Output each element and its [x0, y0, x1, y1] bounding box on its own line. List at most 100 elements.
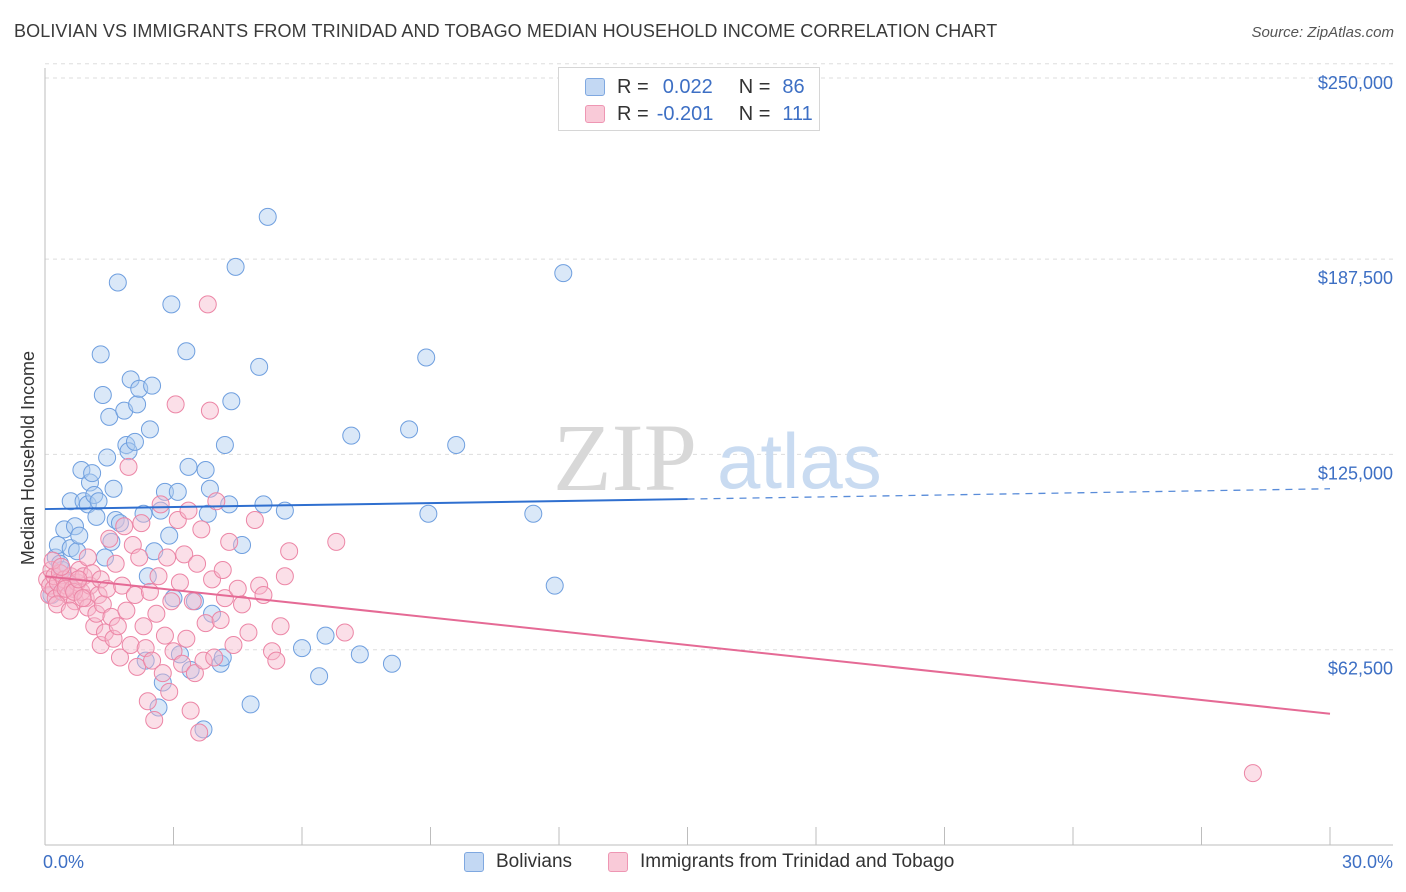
point-bolivians: [241, 695, 260, 714]
points-layer: [38, 207, 1262, 783]
trend-line-bolivians-extrapolated: [687, 488, 1331, 500]
point-trinidad: [185, 664, 204, 683]
legend-r-value: 0.022: [662, 75, 713, 98]
point-bolivians: [400, 420, 419, 439]
point-bolivians: [198, 504, 217, 523]
legend-swatch-blue: [585, 78, 605, 96]
point-trinidad: [170, 573, 189, 592]
point-bolivians: [447, 436, 466, 454]
point-bolivians: [293, 639, 311, 658]
point-bolivians: [70, 526, 89, 545]
point-bolivians: [160, 526, 179, 545]
axis-layer: [44, 68, 1393, 846]
legend-r-value: -0.201: [656, 102, 714, 125]
point-bolivians: [417, 348, 436, 367]
point-trinidad: [147, 604, 166, 623]
point-bolivians: [258, 207, 277, 226]
point-trinidad: [130, 548, 149, 567]
point-trinidad: [280, 542, 299, 561]
point-trinidad: [108, 617, 127, 636]
y-axis-title: Median Household Income: [18, 351, 38, 565]
point-trinidad: [160, 682, 179, 701]
point-bolivians: [138, 567, 157, 586]
point-bolivians: [168, 482, 187, 501]
point-trinidad: [73, 589, 92, 608]
point-bolivians: [143, 376, 162, 395]
point-trinidad: [138, 692, 157, 711]
series-legend-bolivians[interactable]: Bolivians: [464, 851, 572, 873]
point-bolivians: [83, 464, 102, 483]
point-trinidad: [175, 545, 194, 564]
point-bolivians: [72, 461, 91, 479]
point-trinidad: [327, 532, 346, 551]
point-trinidad: [181, 701, 200, 720]
point-bolivians: [140, 420, 159, 439]
point-trinidad: [275, 567, 294, 586]
point-trinidad: [102, 607, 121, 626]
watermark-atlas: atlas: [717, 417, 882, 505]
point-bolivians: [310, 667, 329, 686]
point-trinidad: [205, 648, 224, 667]
legend-row-trinidad: R = -0.201 N = 111: [559, 101, 813, 127]
point-trinidad: [60, 601, 79, 620]
point-trinidad: [151, 495, 170, 514]
point-trinidad: [173, 654, 192, 673]
point-trinidad: [200, 401, 219, 420]
point-bolivians: [419, 504, 438, 523]
point-trinidad: [183, 592, 202, 611]
point-trinidad: [106, 554, 125, 573]
point-trinidad: [132, 514, 151, 533]
y-tick-label: $187,500: [1318, 268, 1393, 288]
x-tick-label-max: 30.0%: [1341, 852, 1393, 872]
trend-layer: [44, 488, 1331, 715]
point-trinidad: [149, 567, 168, 586]
point-trinidad: [263, 642, 282, 661]
legend-n-value: 86: [782, 75, 805, 98]
y-tick-labels: $62,500 $125,000 $187,500 $250,000: [1318, 73, 1393, 679]
point-trinidad: [145, 711, 164, 729]
point-bolivians: [68, 542, 87, 561]
point-bolivians: [89, 492, 108, 511]
point-bolivians: [102, 532, 121, 551]
point-trinidad: [1243, 764, 1262, 783]
point-trinidad: [215, 589, 234, 608]
point-trinidad: [153, 664, 172, 683]
point-trinidad: [121, 636, 140, 654]
series-legend-trinidad[interactable]: Immigrants from Trinidad and Tobago: [608, 851, 954, 873]
point-trinidad: [192, 520, 211, 539]
point-bolivians: [254, 495, 273, 514]
legend-r-label: R =: [617, 102, 649, 125]
point-trinidad: [166, 395, 185, 414]
point-bolivians: [545, 576, 564, 595]
point-trinidad: [179, 501, 198, 520]
point-trinidad: [233, 595, 252, 614]
point-trinidad: [78, 548, 97, 567]
point-trinidad: [164, 642, 183, 661]
point-bolivians: [316, 626, 335, 645]
point-trinidad: [115, 517, 134, 536]
point-trinidad: [194, 651, 213, 670]
point-bolivians: [226, 257, 245, 276]
point-trinidad: [335, 623, 354, 642]
series-legend-label: Bolivians: [496, 851, 573, 872]
point-trinidad: [119, 457, 138, 476]
point-trinidad: [100, 529, 119, 548]
point-trinidad: [224, 636, 243, 654]
point-bolivians: [104, 479, 123, 498]
source-note: Source: ZipAtlas.com: [1251, 24, 1394, 41]
point-bolivians: [382, 654, 401, 673]
correlation-legend: R = 0.022 N = 86 R = -0.201 N = 111: [558, 67, 820, 131]
point-bolivians: [125, 432, 144, 451]
point-trinidad: [143, 651, 162, 670]
legend-swatch-pink: [585, 105, 605, 123]
point-trinidad: [128, 657, 147, 676]
point-trinidad: [125, 586, 144, 604]
y-tick-label: $125,000: [1318, 463, 1393, 483]
point-bolivians: [91, 345, 110, 364]
point-trinidad: [158, 548, 177, 567]
point-trinidad: [213, 561, 232, 579]
point-trinidad: [220, 532, 239, 551]
legend-n-label: N =: [738, 75, 771, 98]
point-trinidad: [228, 579, 247, 598]
grid-layer: [45, 63, 1393, 651]
